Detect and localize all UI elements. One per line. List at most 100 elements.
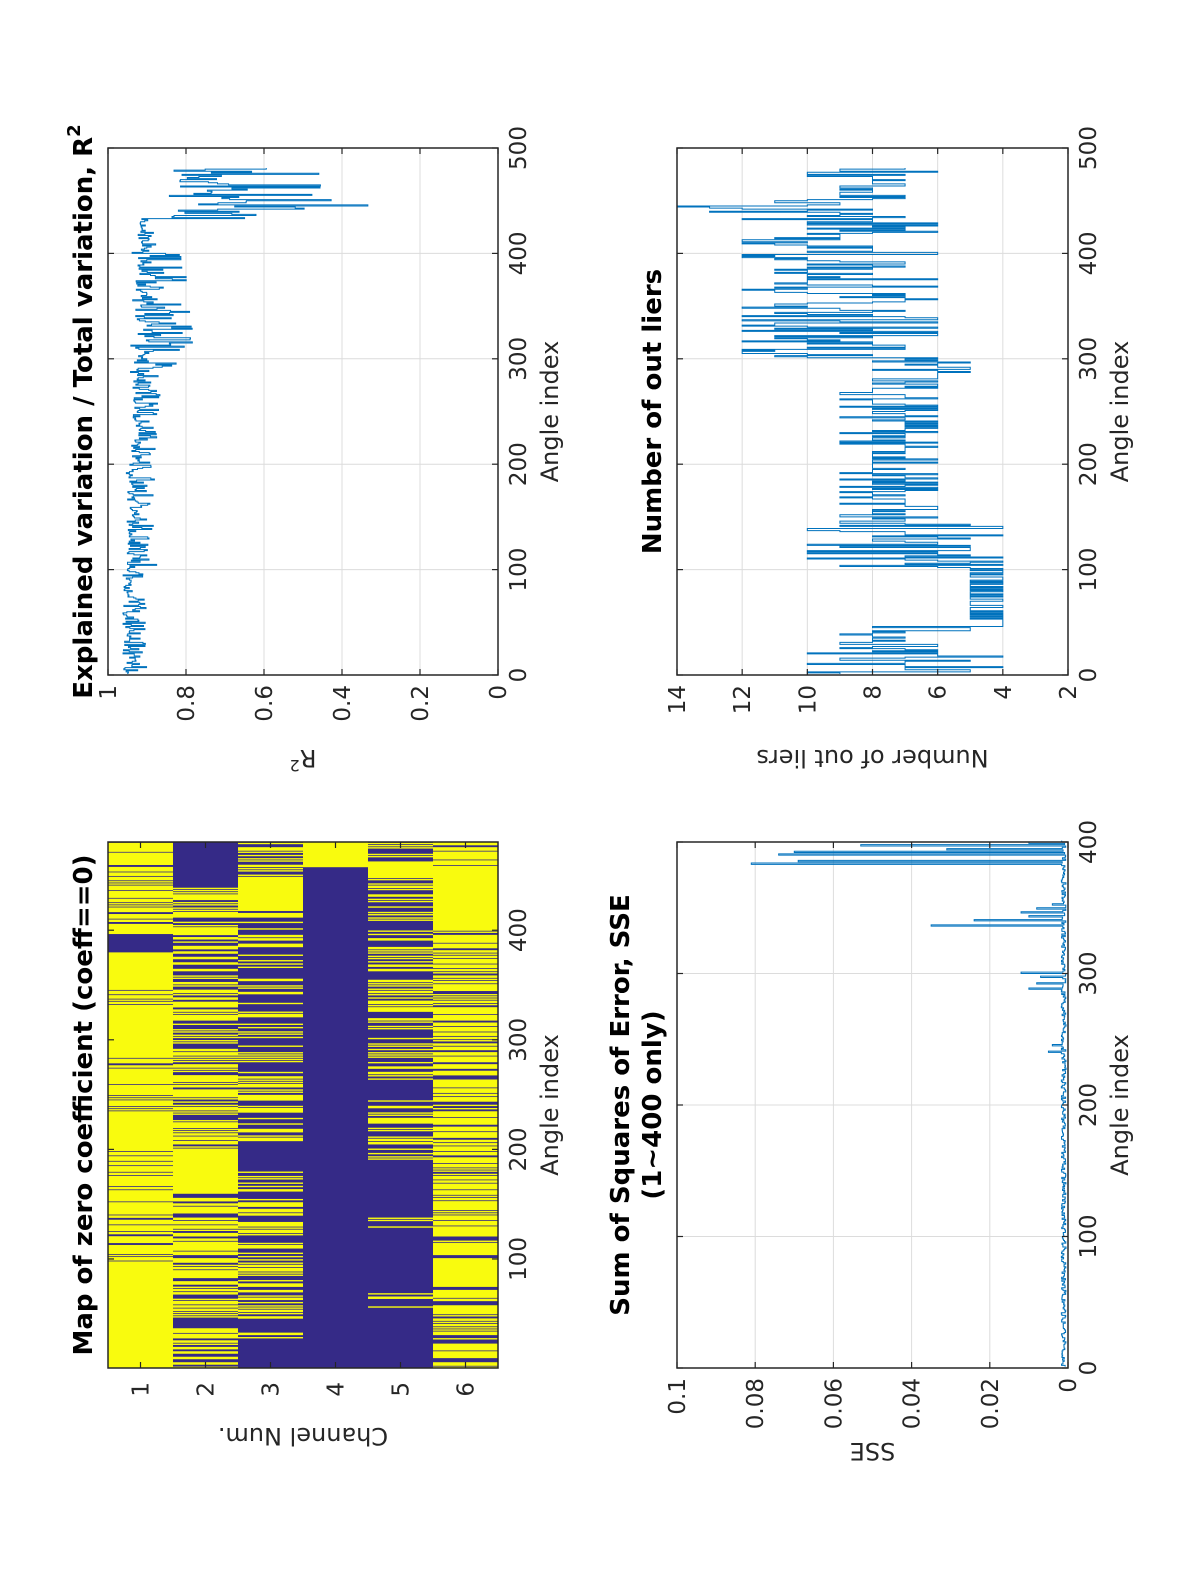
heatmap-cell-zero: [433, 1157, 498, 1164]
heatmap-cell-zero: [238, 854, 303, 857]
outliers-x-ticks: 0 100 200 300 400 500: [677, 126, 1102, 682]
heatmap-cell-zero: [238, 966, 303, 969]
heatmap-cell-zero: [368, 1100, 433, 1102]
heatmap-cell-zero: [433, 1143, 498, 1146]
x-tick-label: 100: [506, 1237, 532, 1281]
x-tick-label: 200: [506, 442, 532, 486]
heatmap-cell-zero: [173, 989, 238, 994]
heatmap-cell-zero: [238, 870, 303, 872]
heatmap-cell-zero: [303, 841, 368, 868]
heatmap-cell-zero: [368, 933, 433, 936]
heatmap-cell-zero: [433, 1327, 498, 1329]
y-tick-label: 0.8: [174, 685, 200, 722]
heatmap-cell-zero: [433, 1079, 498, 1088]
x-tick-label: 500: [1076, 126, 1102, 170]
heatmap-cell-zero: [108, 1190, 173, 1202]
heatmap-cell-zero: [238, 874, 303, 876]
x-tick-label: 400: [1076, 820, 1102, 864]
heatmap-cell-zero: [433, 1305, 498, 1315]
heatmap-cell-zero: [433, 1014, 498, 1021]
heatmap-cell-zero: [238, 1332, 303, 1336]
heatmap-cell-zero: [173, 1286, 238, 1289]
heatmap-cell-zero: [173, 1113, 238, 1115]
sse-x-label: Angle index: [1106, 1034, 1134, 1176]
heatmap-cell-zero: [368, 883, 433, 885]
y-tick-label: 10: [795, 685, 821, 714]
x-tick-label: 500: [506, 126, 532, 170]
heatmap-cell-zero: [433, 1201, 498, 1211]
heatmap-cell-zero: [173, 1316, 238, 1318]
heatmap-cell-zero: [238, 876, 303, 912]
heatmap-cell-zero: [238, 991, 303, 995]
heatmap-cell-zero: [173, 887, 238, 890]
heatmap-cell-zero: [433, 1170, 498, 1172]
heatmap-cell-zero: [238, 921, 303, 924]
heatmap-cell-zero: [368, 1136, 433, 1138]
heatmap-cell-zero: [108, 1156, 173, 1161]
heatmap-cell-zero: [368, 1025, 433, 1028]
heatmap-cell-zero: [368, 1296, 433, 1299]
panel-sse: 0 100 200 300 400 0 0.02 0.04 0.06 0.08 0.1 Sum o…: [606, 820, 1134, 1465]
heatmap-cell-zero: [368, 1114, 433, 1116]
heatmap-cell-zero: [433, 931, 498, 933]
heatmap-cell-zero: [238, 1052, 303, 1054]
heatmap-cell-zero: [433, 1111, 498, 1118]
heatmap-cell-zero: [238, 1175, 303, 1178]
heatmap-cell-zero: [368, 1148, 433, 1150]
heatmap-cell-zero: [173, 1042, 238, 1044]
heatmap-cell-zero: [108, 952, 173, 990]
heatmap-cell-zero: [368, 983, 433, 985]
heatmap-cell-zero: [238, 1011, 303, 1013]
heatmap-cell-zero: [368, 946, 433, 950]
heatmap-cell-zero: [433, 1180, 498, 1183]
heatmap-cell-zero: [173, 1217, 238, 1221]
x-tick-label: 0: [506, 668, 532, 683]
heatmap-cell-zero: [433, 943, 498, 949]
heatmap-cell-zero: [433, 1022, 498, 1027]
heatmap-x-ticks: 100 200 300 400: [108, 908, 532, 1281]
heatmap-cell-zero: [173, 911, 238, 918]
heatmap-cell-zero: [108, 872, 173, 876]
y-tick-label: 2: [1056, 685, 1082, 700]
heatmap-cell-zero: [368, 1054, 433, 1056]
heatmap-cell-zero: [368, 1158, 433, 1160]
heatmap-cell-zero: [238, 1060, 303, 1063]
heatmap-cell-zero: [433, 1329, 498, 1331]
heatmap-cell-zero: [108, 1100, 173, 1107]
y-tick-label: 1: [96, 685, 122, 700]
heatmap-cell-zero: [173, 907, 238, 909]
heatmap-cell-zero: [433, 1070, 498, 1076]
heatmap-cell-zero: [173, 1048, 238, 1052]
heatmap-cell-zero: [433, 1195, 498, 1198]
heatmap-cell-zero: [238, 867, 303, 870]
heatmap-cell-zero: [173, 1298, 238, 1301]
heatmap-cell-zero: [238, 1262, 303, 1264]
heatmap-cell-zero: [108, 883, 173, 885]
heatmap-cell-zero: [238, 934, 303, 938]
heatmap-cell-zero: [433, 1226, 498, 1237]
heatmap-cell-zero: [108, 1166, 173, 1172]
heatmap-cell-zero: [433, 1343, 498, 1351]
sse-title-line2: (1~400 only): [638, 1010, 668, 1199]
heatmap-cell-zero: [173, 1009, 238, 1012]
heatmap-cell-zero: [173, 962, 238, 965]
heatmap-cell-zero: [238, 1091, 303, 1093]
heatmap-cell-zero: [238, 1259, 303, 1261]
heatmap-cell-zero: [173, 892, 238, 894]
heatmap-cell-zero: [433, 1040, 498, 1042]
heatmap-cell-zero: [368, 906, 433, 908]
heatmap-cell-zero: [368, 898, 433, 901]
heatmap-cell-zero: [238, 1295, 303, 1297]
heatmap-cell-zero: [368, 888, 433, 891]
heatmap-cell-zero: [173, 1122, 238, 1129]
heatmap-cell-zero: [368, 900, 433, 903]
heatmap-cell-zero: [238, 912, 303, 918]
heatmap-cell-zero: [173, 1238, 238, 1241]
heatmap-cell-zero: [173, 1232, 238, 1237]
heatmap-cell-zero: [238, 1202, 303, 1207]
heatmap-cell-zero: [368, 1048, 433, 1051]
heatmap-cell-zero: [173, 1070, 238, 1073]
heatmap-cell-zero: [238, 1105, 303, 1108]
heatmap-cell-zero: [433, 950, 498, 953]
heatmap-cell-zero: [108, 1106, 173, 1109]
